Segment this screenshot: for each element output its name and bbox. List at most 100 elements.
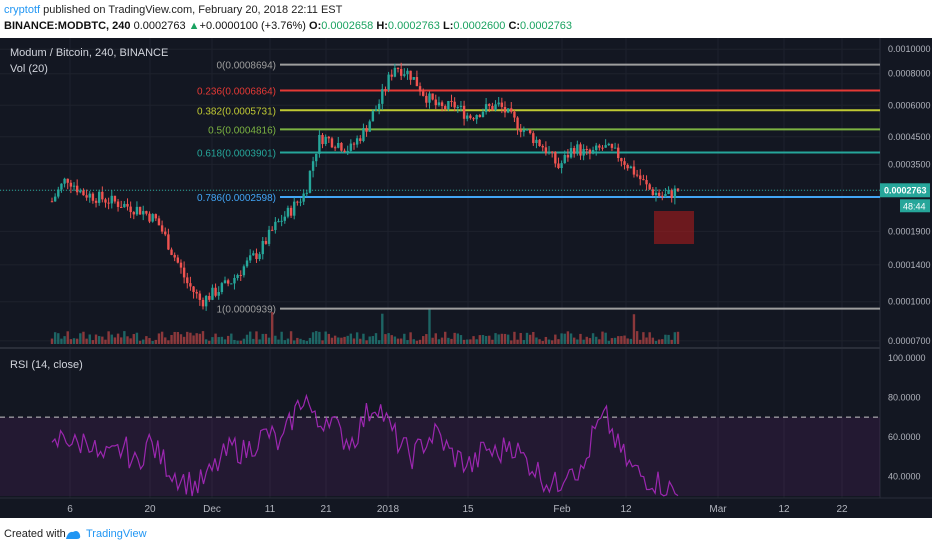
- volume-bar: [563, 333, 566, 344]
- volume-bar: [132, 334, 135, 344]
- pane-title: Modum / Bitcoin, 240, BINANCE: [10, 47, 168, 59]
- volume-bar: [164, 337, 167, 344]
- volume-bar: [550, 340, 554, 344]
- price-tick-label: 0.0000700: [888, 336, 931, 346]
- candle-body: [189, 283, 192, 287]
- candle-body: [554, 151, 557, 164]
- volume-bar: [85, 338, 88, 344]
- volume-bar: [286, 338, 290, 344]
- volume-bar: [560, 333, 563, 344]
- volume-bar: [428, 309, 431, 344]
- volume-bar: [541, 340, 544, 344]
- time-tick-label: 20: [144, 504, 156, 515]
- price-tick-label: 0.0001000: [888, 297, 931, 307]
- low-label: L:: [442, 20, 454, 32]
- candle-body: [148, 213, 151, 222]
- chart-area[interactable]: 0(0.0008694) 0.236(0.0006864) 0.382(0.0005…: [0, 38, 932, 518]
- candle-body: [488, 104, 491, 106]
- rsi-tick-label: 60.0000: [888, 432, 921, 442]
- volume-bar: [349, 333, 353, 344]
- volume-bar: [418, 339, 422, 344]
- volume-bar: [192, 335, 195, 344]
- candle-body: [97, 191, 101, 203]
- candle-body: [337, 142, 340, 148]
- volume-bar: [632, 314, 636, 344]
- candle-body: [267, 229, 271, 244]
- tradingview-link[interactable]: TradingView: [86, 528, 147, 540]
- volume-bar: [481, 334, 485, 344]
- volume-bar: [120, 337, 123, 344]
- time-tick-label: Mar: [709, 504, 727, 515]
- candle-body: [311, 161, 315, 171]
- candle-body: [418, 86, 422, 92]
- volume-bar: [176, 332, 180, 344]
- volume-bar: [214, 333, 217, 344]
- time-tick-label: 2018: [377, 504, 400, 515]
- candle-body: [101, 191, 104, 200]
- candle-body: [198, 293, 202, 300]
- volume-bar: [242, 338, 246, 344]
- volume-bar: [305, 340, 309, 344]
- candle-body: [425, 95, 428, 103]
- candle-body: [532, 133, 535, 144]
- candle-body: [123, 203, 126, 208]
- candle-body: [230, 283, 233, 285]
- volume-bar: [469, 339, 472, 344]
- rsi-tick-label: 80.0000: [888, 392, 921, 402]
- volume-bar: [557, 339, 560, 344]
- price-tick-label: 0.0008000: [888, 69, 931, 79]
- volume-bar: [415, 340, 419, 344]
- volume-bar: [104, 339, 107, 344]
- price-axis[interactable]: [880, 38, 932, 498]
- time-tick-label: 12: [620, 504, 632, 515]
- publish-info: cryptotf published on TradingView.com, F…: [4, 4, 342, 16]
- author-link[interactable]: cryptotf: [4, 4, 41, 16]
- candle-body: [661, 195, 664, 197]
- candle-body: [142, 211, 145, 215]
- volume-bar: [271, 312, 274, 344]
- candle-body: [355, 138, 359, 145]
- price-tick-label: 0.0006000: [888, 100, 931, 110]
- candle-body: [447, 100, 450, 110]
- current-price-tag: [880, 183, 930, 198]
- volume-bar: [642, 332, 645, 344]
- candle-body: [412, 77, 415, 80]
- volume-bar: [343, 336, 346, 344]
- candle-body: [167, 234, 170, 250]
- volume-bar: [355, 332, 359, 344]
- candle-body: [384, 89, 387, 91]
- candle-body: [450, 100, 453, 102]
- volume-bar: [456, 333, 459, 344]
- volume-bar: [277, 339, 280, 344]
- candle-body: [63, 178, 66, 184]
- candle-body: [69, 182, 73, 187]
- candle-body: [626, 164, 629, 169]
- volume-bar: [528, 334, 532, 344]
- candle-body: [214, 287, 217, 296]
- candle-body: [245, 260, 249, 267]
- candle-body: [223, 280, 227, 284]
- volume-bar: [623, 335, 626, 344]
- volume-bar: [170, 334, 173, 344]
- volume-bar: [478, 335, 482, 344]
- candle-body: [283, 216, 286, 221]
- volume-bar: [198, 333, 202, 344]
- time-tick-label: Feb: [553, 504, 571, 515]
- volume-bar: [607, 340, 610, 344]
- candle-body: [428, 93, 431, 103]
- volume-bar: [595, 336, 598, 344]
- candle-body: [305, 192, 309, 194]
- volume-bar: [179, 334, 183, 344]
- volume-bar: [359, 338, 362, 344]
- candle-body: [409, 70, 412, 80]
- volume-bar: [107, 331, 110, 344]
- volume-bar: [340, 337, 343, 344]
- chart-svg[interactable]: 0(0.0008694) 0.236(0.0006864) 0.382(0.0005…: [0, 38, 932, 518]
- price-axis-labels: 0.0010000 0.0008000 0.0006000 0.0004500 0.00…: [0, 44, 931, 346]
- volume-bar: [66, 331, 69, 344]
- volume-bar: [604, 332, 607, 344]
- candle-body: [53, 196, 57, 202]
- volume-bar: [267, 337, 271, 344]
- candle-body: [670, 190, 673, 198]
- close-value: 0.0002763: [520, 20, 573, 32]
